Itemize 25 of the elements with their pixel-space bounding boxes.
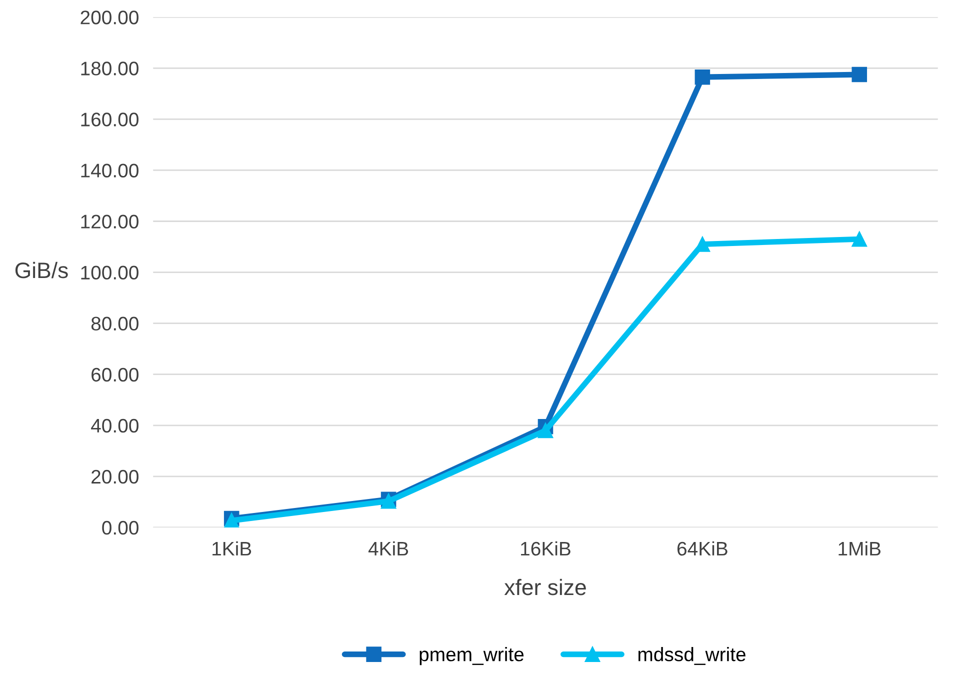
point [538,422,554,438]
y-tick-label: 140.00 [81,164,138,178]
point [694,69,710,85]
point [852,66,868,82]
point [694,236,710,252]
y-tick-label: 40.00 [91,418,138,433]
x-tick-label: 16KiB [521,541,570,556]
point [852,231,868,247]
x-tick-label: 4KiB [368,541,408,556]
legend-label: pmem_write [420,647,524,666]
y-tick-label: 120.00 [81,214,138,228]
y-tick-label: 80.00 [91,316,138,331]
y-tick-label: 100.00 [81,266,138,280]
x-axis-title: xfer size [504,578,586,596]
y-tick-label: 60.00 [92,368,138,382]
y-tick-label: 180.00 [81,62,138,76]
y-tick-label: 200.00 [80,10,138,24]
x-tick-label: 1KiB [212,541,252,556]
y-tick-label: 0.00 [102,520,138,535]
y-tick-label: 160.00 [81,112,138,126]
x-tick-label: 64KiB [677,541,728,556]
y-axis-title: GiB/s [15,262,68,278]
x-tick-label: 1MiB [838,541,881,556]
y-tick-label: 20.00 [92,470,138,484]
legend-label: mdssd_write [638,647,746,665]
